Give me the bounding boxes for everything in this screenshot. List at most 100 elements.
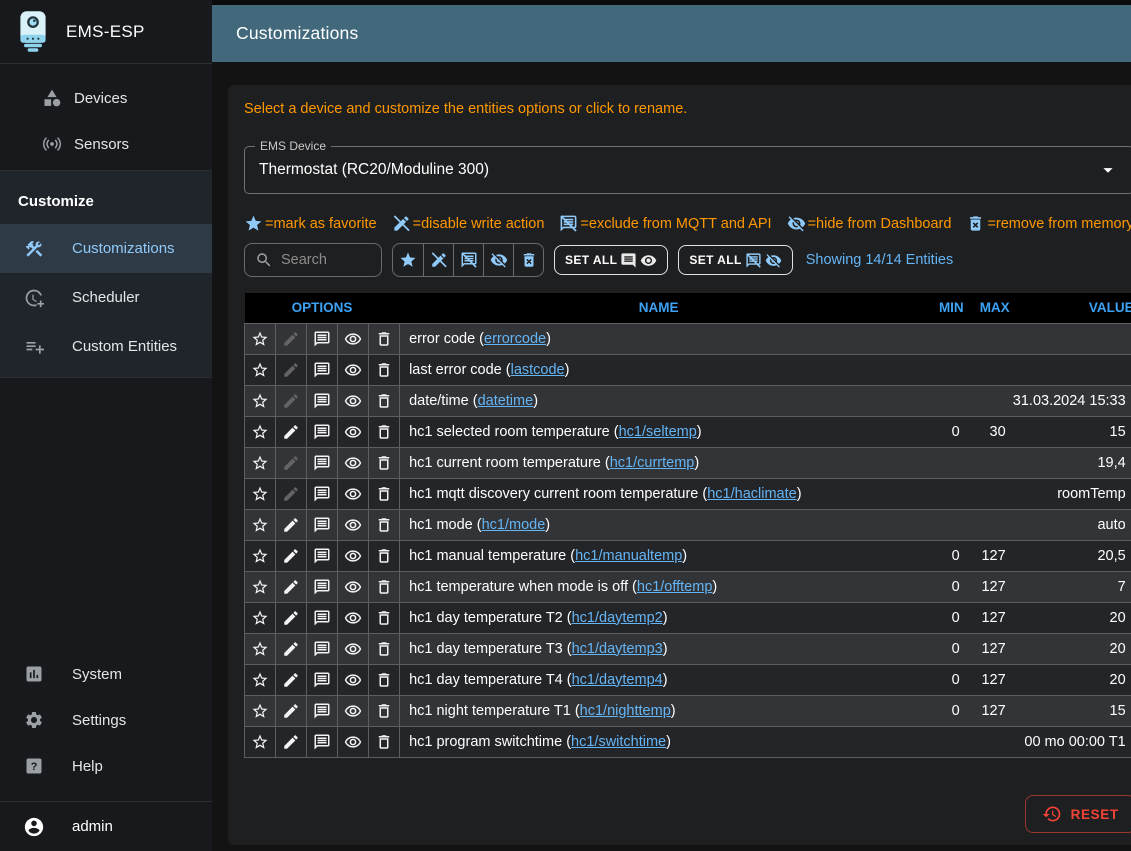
remove-from-memory-toggle[interactable] <box>367 725 401 758</box>
dashboard-visibility-toggle[interactable] <box>337 663 369 696</box>
dashboard-visibility-toggle[interactable] <box>337 601 369 634</box>
remove-from-memory-toggle[interactable] <box>367 663 401 696</box>
rename-button[interactable] <box>275 694 307 727</box>
filter-comments-disabled-button[interactable] <box>453 244 483 276</box>
mqtt-exclude-toggle[interactable] <box>306 508 338 541</box>
favorite-toggle[interactable] <box>244 663 276 696</box>
entity-link[interactable]: lastcode <box>510 361 565 378</box>
favorite-toggle[interactable] <box>244 694 276 727</box>
mqtt-exclude-toggle[interactable] <box>306 353 338 386</box>
rename-button[interactable] <box>275 508 307 541</box>
remove-from-memory-toggle[interactable] <box>367 508 401 541</box>
sidebar-item-devices[interactable]: Devices <box>0 75 212 121</box>
mqtt-exclude-toggle[interactable] <box>306 632 338 665</box>
mqtt-exclude-toggle[interactable] <box>306 384 338 417</box>
construction-icon <box>25 240 43 257</box>
entity-link[interactable]: errorcode <box>484 330 547 347</box>
entity-link[interactable]: hc1/haclimate <box>707 485 797 502</box>
dashboard-visibility-toggle[interactable] <box>337 384 369 417</box>
remove-from-memory-toggle[interactable] <box>367 477 401 510</box>
sidebar-item-custom-entities[interactable]: Custom Entities <box>0 322 212 371</box>
mqtt-exclude-toggle[interactable] <box>306 539 338 572</box>
filter-delete-forever-button[interactable] <box>513 244 543 276</box>
set-all-button-2[interactable]: SET ALL <box>678 245 793 275</box>
mqtt-exclude-toggle[interactable] <box>306 570 338 603</box>
entity-link[interactable]: hc1/nighttemp <box>579 702 671 719</box>
mqtt-exclude-toggle[interactable] <box>306 694 338 727</box>
filter-edit-off-button[interactable] <box>423 244 453 276</box>
favorite-toggle[interactable] <box>244 539 276 572</box>
mqtt-exclude-toggle[interactable] <box>306 415 338 448</box>
dashboard-visibility-toggle[interactable] <box>337 632 369 665</box>
entity-link[interactable]: datetime <box>477 392 534 409</box>
entity-link[interactable]: hc1/daytemp2 <box>571 609 663 626</box>
search-input[interactable] <box>281 252 371 268</box>
sidebar-item-sensors[interactable]: Sensors <box>0 121 212 167</box>
dashboard-visibility-toggle[interactable] <box>337 694 369 727</box>
mqtt-exclude-toggle[interactable] <box>306 477 338 510</box>
rename-button[interactable] <box>275 663 307 696</box>
remove-from-memory-toggle[interactable] <box>367 353 401 386</box>
remove-from-memory-toggle[interactable] <box>367 384 401 417</box>
favorite-toggle[interactable] <box>244 508 276 541</box>
remove-from-memory-toggle[interactable] <box>367 601 401 634</box>
entity-link[interactable]: hc1/daytemp4 <box>571 671 663 688</box>
rename-button[interactable] <box>275 539 307 572</box>
filter-visibility-off-button[interactable] <box>483 244 513 276</box>
dashboard-visibility-toggle[interactable] <box>337 539 369 572</box>
remove-from-memory-toggle[interactable] <box>367 570 401 603</box>
sidebar-item-scheduler[interactable]: Scheduler <box>0 273 212 322</box>
favorite-toggle[interactable] <box>244 632 276 665</box>
remove-from-memory-toggle[interactable] <box>367 415 401 448</box>
mqtt-exclude-toggle[interactable] <box>306 725 338 758</box>
dashboard-visibility-toggle[interactable] <box>337 353 369 386</box>
mqtt-exclude-toggle[interactable] <box>306 663 338 696</box>
favorite-toggle[interactable] <box>244 384 276 417</box>
entity-link[interactable]: hc1/seltemp <box>618 423 697 440</box>
dashboard-visibility-toggle[interactable] <box>337 508 369 541</box>
favorite-toggle[interactable] <box>244 601 276 634</box>
mqtt-exclude-toggle[interactable] <box>306 446 338 479</box>
rename-button[interactable] <box>275 601 307 634</box>
entity-link[interactable]: hc1/offtemp <box>636 578 713 595</box>
remove-from-memory-toggle[interactable] <box>367 694 401 727</box>
entity-link[interactable]: hc1/manualtemp <box>575 547 683 564</box>
favorite-toggle[interactable] <box>244 415 276 448</box>
entity-link[interactable]: hc1/currtemp <box>609 454 695 471</box>
remove-from-memory-toggle[interactable] <box>367 539 401 572</box>
sidebar-item-admin[interactable]: admin <box>0 801 212 851</box>
filter-star-button[interactable] <box>393 244 423 276</box>
dashboard-visibility-toggle[interactable] <box>337 725 369 758</box>
remove-from-memory-toggle[interactable] <box>367 446 401 479</box>
favorite-toggle[interactable] <box>244 446 276 479</box>
rename-button[interactable] <box>275 632 307 665</box>
remove-from-memory-toggle[interactable] <box>367 322 401 355</box>
set-all-button-1[interactable]: SET ALL <box>554 245 669 275</box>
favorite-toggle[interactable] <box>244 725 276 758</box>
dashboard-visibility-toggle[interactable] <box>337 446 369 479</box>
mqtt-exclude-toggle[interactable] <box>306 601 338 634</box>
favorite-toggle[interactable] <box>244 353 276 386</box>
dashboard-visibility-toggle[interactable] <box>337 415 369 448</box>
search-box[interactable] <box>244 243 382 277</box>
dashboard-visibility-toggle[interactable] <box>337 322 369 355</box>
sidebar-item-settings[interactable]: Settings <box>0 697 212 743</box>
favorite-toggle[interactable] <box>244 322 276 355</box>
entity-link[interactable]: hc1/switchtime <box>571 733 667 750</box>
sidebar-item-help[interactable]: ? Help <box>0 743 212 789</box>
rename-button[interactable] <box>275 415 307 448</box>
reset-button[interactable]: RESET <box>1024 795 1131 833</box>
mqtt-exclude-toggle[interactable] <box>306 322 338 355</box>
rename-button[interactable] <box>275 570 307 603</box>
ems-device-select[interactable]: EMS Device Thermostat (RC20/Moduline 300… <box>244 139 1131 194</box>
dashboard-visibility-toggle[interactable] <box>337 477 369 510</box>
entity-link[interactable]: hc1/mode <box>481 516 546 533</box>
rename-button[interactable] <box>275 725 307 758</box>
favorite-toggle[interactable] <box>244 570 276 603</box>
dashboard-visibility-toggle[interactable] <box>337 570 369 603</box>
favorite-toggle[interactable] <box>244 477 276 510</box>
entity-link[interactable]: hc1/daytemp3 <box>571 640 663 657</box>
remove-from-memory-toggle[interactable] <box>367 632 401 665</box>
sidebar-item-customizations[interactable]: Customizations <box>0 224 212 273</box>
sidebar-item-system[interactable]: System <box>0 651 212 697</box>
